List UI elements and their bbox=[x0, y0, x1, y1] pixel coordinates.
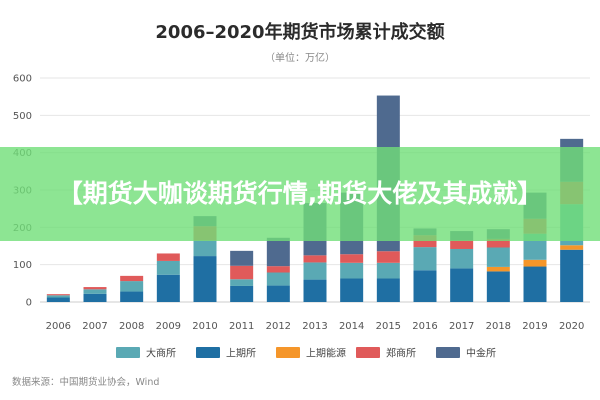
bar-segment bbox=[376, 262, 400, 279]
bar-segment bbox=[560, 249, 584, 302]
bar-segment bbox=[83, 293, 107, 302]
bar-segment bbox=[413, 235, 437, 248]
bar-segment bbox=[120, 275, 144, 282]
chart-title: 2006–2020年期货市场累计成交额 bbox=[155, 21, 444, 43]
chart-subtitle: （单位：万亿） bbox=[265, 51, 335, 64]
bar-segment bbox=[46, 294, 70, 296]
legend-label: 上期能源 bbox=[306, 347, 346, 360]
bar-segment bbox=[560, 245, 584, 250]
y-tick-label: 600 bbox=[13, 74, 32, 85]
bar-segment bbox=[340, 254, 364, 263]
banner-text: 【期货大咖谈期货行情,期货大佬及其成就】 bbox=[57, 179, 543, 208]
bar-segment bbox=[376, 278, 400, 302]
legend-swatch bbox=[116, 347, 140, 358]
y-tick-label: 0 bbox=[26, 298, 32, 309]
bar-segment bbox=[486, 247, 510, 267]
bar-segment bbox=[46, 295, 70, 298]
legend-label: 郑商所 bbox=[386, 347, 416, 360]
legend-swatch bbox=[356, 347, 380, 358]
x-tick-label: 2009 bbox=[156, 321, 181, 332]
legend-label: 中金所 bbox=[466, 347, 496, 360]
x-tick-label: 2015 bbox=[376, 321, 401, 332]
legend: 大商所 上期所 上期能源 郑商所 中金所 bbox=[116, 347, 496, 360]
bar-segment bbox=[523, 266, 547, 302]
bar-segment bbox=[413, 270, 437, 302]
bar-segment bbox=[120, 281, 144, 292]
x-tick-label: 2016 bbox=[412, 321, 437, 332]
bar-segment bbox=[303, 279, 327, 302]
x-tick-label: 2010 bbox=[192, 321, 217, 332]
bar-segment bbox=[413, 247, 437, 271]
x-tick-label: 2007 bbox=[82, 321, 107, 332]
bar-segment bbox=[266, 285, 290, 302]
bar-segment bbox=[450, 240, 474, 249]
bar-segment bbox=[303, 255, 327, 263]
legend-swatch bbox=[436, 347, 460, 358]
bar-segment bbox=[486, 238, 510, 248]
x-tick-label: 2013 bbox=[302, 321, 327, 332]
bar-segment bbox=[486, 271, 510, 302]
legend-swatch bbox=[196, 347, 220, 358]
bar-segment bbox=[230, 250, 254, 266]
bar-segment bbox=[266, 272, 290, 286]
bar-segment bbox=[120, 291, 144, 302]
bar-segment bbox=[230, 265, 254, 280]
bar-segment bbox=[230, 279, 254, 286]
bar-segment bbox=[230, 285, 254, 302]
x-axis-ticks: 2006 2007 2008 2009 2010 2011 2012 2013 2014 2015… bbox=[46, 321, 585, 332]
x-tick-label: 2012 bbox=[266, 321, 291, 332]
overlay-banner: 【期货大咖谈期货行情,期货大佬及其成就】 bbox=[0, 147, 600, 241]
bar-segment bbox=[193, 240, 217, 257]
bar-segment bbox=[83, 287, 107, 290]
legend-swatch bbox=[276, 347, 300, 358]
bar-segment bbox=[193, 256, 217, 302]
bar-segment bbox=[303, 262, 327, 280]
source-note: 数据来源：中国期货业协会，Wind bbox=[12, 376, 159, 388]
bar-segment bbox=[523, 259, 547, 267]
x-tick-label: 2006 bbox=[46, 321, 71, 332]
x-tick-label: 2011 bbox=[229, 321, 254, 332]
x-tick-label: 2014 bbox=[339, 321, 364, 332]
bar-segment bbox=[340, 278, 364, 302]
bar-segment bbox=[156, 260, 180, 275]
bar-segment bbox=[340, 262, 364, 279]
x-tick-label: 2020 bbox=[559, 321, 584, 332]
y-tick-label: 100 bbox=[13, 260, 32, 271]
x-tick-label: 2017 bbox=[449, 321, 474, 332]
bar-segment bbox=[266, 237, 290, 267]
x-tick-label: 2018 bbox=[486, 321, 511, 332]
legend-label: 上期所 bbox=[226, 348, 256, 360]
bar-segment bbox=[486, 266, 510, 272]
bar-segment bbox=[156, 253, 180, 261]
bar-segment bbox=[83, 289, 107, 294]
x-tick-label: 2008 bbox=[119, 321, 144, 332]
bar-segment bbox=[156, 274, 180, 302]
bar-segment bbox=[46, 297, 70, 302]
legend-label: 大商所 bbox=[146, 347, 176, 360]
bar-segment bbox=[450, 268, 474, 302]
x-tick-label: 2019 bbox=[522, 321, 547, 332]
bar-segment bbox=[376, 251, 400, 263]
bar-segment bbox=[266, 266, 290, 273]
y-tick-label: 500 bbox=[13, 111, 32, 122]
bar-segment bbox=[450, 248, 474, 269]
